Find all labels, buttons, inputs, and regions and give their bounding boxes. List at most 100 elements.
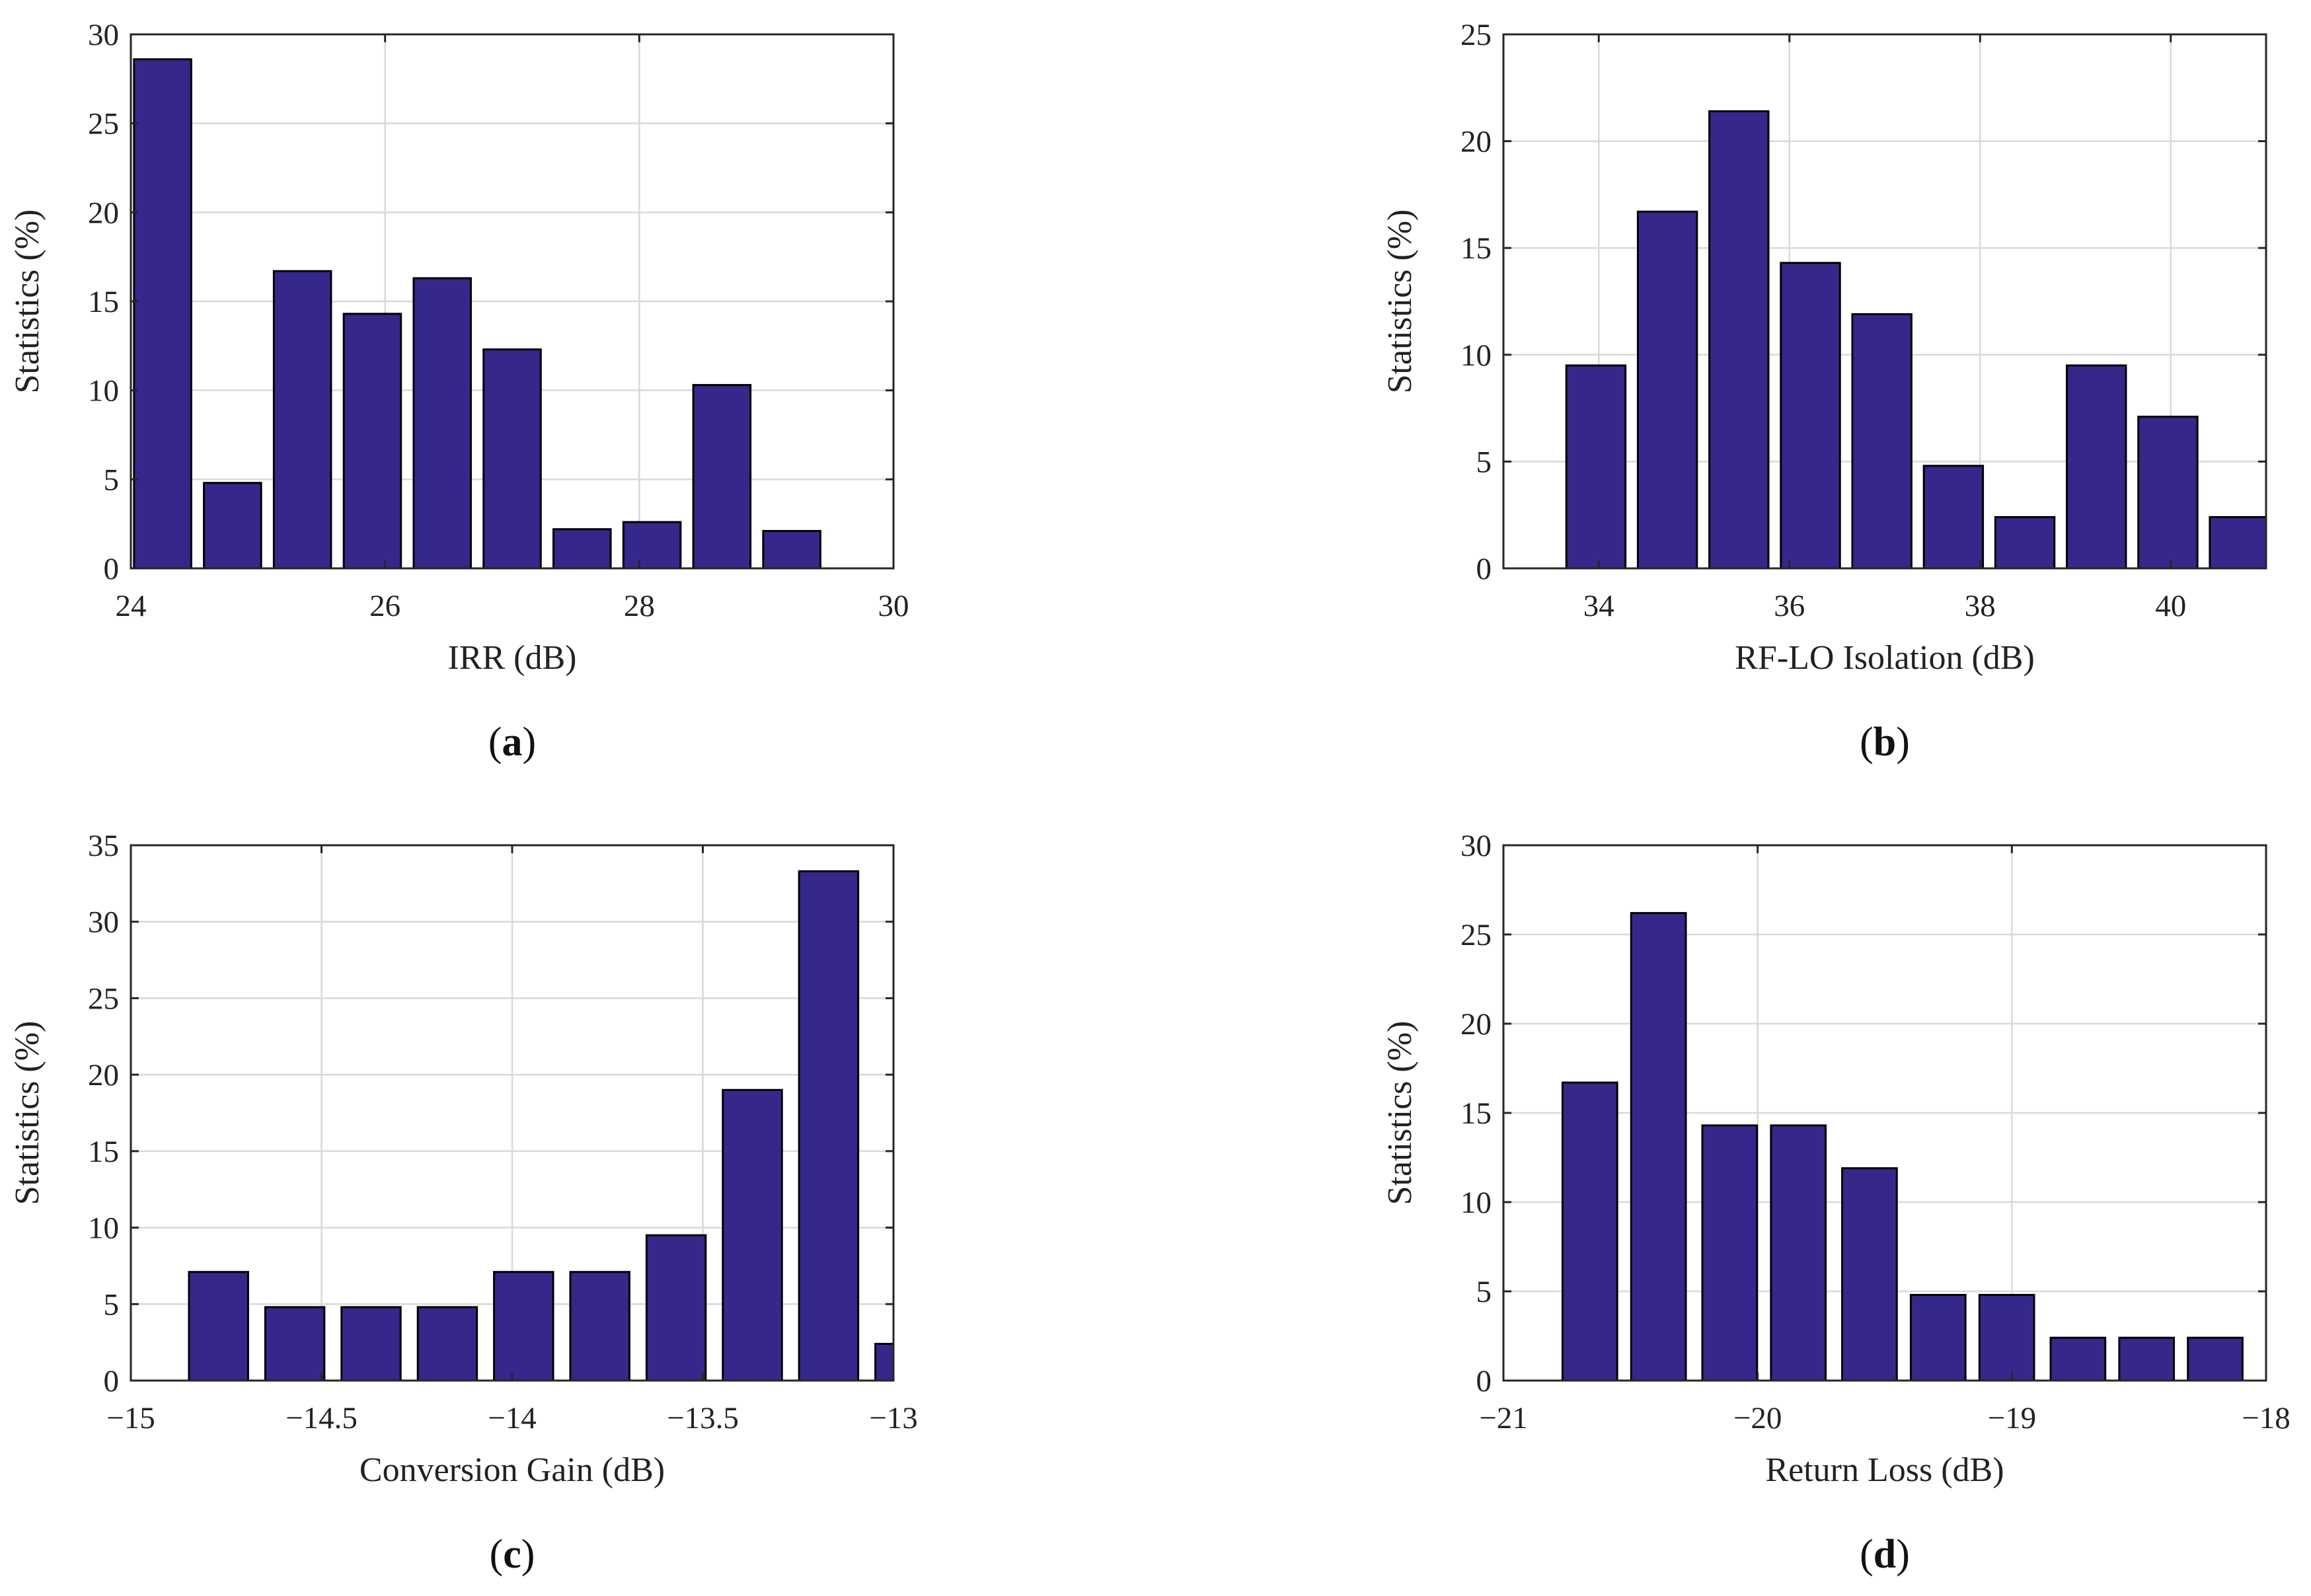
x-tick-label: −19 [1988, 1401, 2037, 1435]
bar [1978, 1293, 2035, 1382]
y-tick-label: 5 [1476, 445, 1492, 479]
bar [569, 1271, 630, 1382]
y-tick-label: 0 [1476, 552, 1492, 586]
bar [1561, 1081, 1618, 1382]
y-tick-label: 30 [88, 905, 119, 940]
y-tick-label: 0 [1476, 1364, 1492, 1398]
panel-label: (b) [1860, 720, 1910, 765]
bar [692, 384, 752, 570]
x-tick-label: −13 [869, 1401, 918, 1435]
y-tick-label: 10 [88, 374, 119, 408]
bar [552, 528, 612, 570]
bar [1708, 110, 1770, 570]
bar [2187, 1336, 2244, 1382]
y-tick-label: 20 [88, 196, 119, 230]
y-tick-label: 20 [88, 1058, 119, 1092]
x-tick-label: −15 [106, 1401, 155, 1435]
x-axis-label: RF-LO Isolation (dB) [1735, 639, 2035, 677]
bar [133, 58, 192, 570]
y-tick-label: 25 [1460, 18, 1492, 52]
bar [1636, 210, 1698, 570]
bar [1909, 1293, 1967, 1382]
x-tick-label: 40 [2155, 589, 2186, 623]
bar [342, 313, 402, 570]
bar [264, 1306, 326, 1382]
y-tick-label: 0 [104, 552, 120, 586]
x-tick-label: 36 [1774, 589, 1805, 623]
x-tick-label: −20 [1733, 1401, 1782, 1435]
bar [482, 348, 542, 570]
y-axis-label: Statistics (%) [1381, 1021, 1419, 1205]
bar [1630, 912, 1687, 1382]
y-tick-label: 10 [1460, 338, 1492, 373]
y-tick-label: 20 [1460, 125, 1492, 159]
y-tick-label: 15 [1460, 1096, 1492, 1131]
bar [622, 521, 682, 570]
bar [416, 1306, 478, 1382]
bar [2137, 416, 2199, 570]
x-tick-label: 26 [369, 589, 400, 623]
y-tick-label: 20 [1460, 1007, 1492, 1042]
y-tick-label: 25 [88, 107, 119, 141]
x-tick-label: −21 [1479, 1401, 1528, 1435]
x-tick-label: −14.5 [285, 1401, 358, 1435]
x-tick-label: 34 [1583, 589, 1614, 623]
chart-panel-c: 0 5 10 15 20 25 30 35 −15 −14.5 −14 −13.5 −13 Conver… [9, 829, 918, 1577]
bar [2049, 1336, 2107, 1382]
bar [203, 482, 262, 570]
y-tick-label: 35 [88, 829, 119, 863]
bar [1770, 1124, 1827, 1382]
chart-panel-d: 0 5 10 15 20 25 30 −21 −20 −19 −18 Return Loss (dB… [1381, 829, 2291, 1577]
x-tick-label: 30 [878, 589, 909, 623]
chart-panel-a: 0 5 10 15 20 25 30 24 26 28 30 IRR (dB) Statistics… [9, 18, 909, 765]
bar [2118, 1336, 2176, 1382]
bar [1701, 1124, 1759, 1382]
bar [340, 1306, 402, 1382]
bar [1780, 262, 1841, 570]
panel-label: (c) [490, 1532, 535, 1577]
x-axis-label: Conversion Gain (dB) [360, 1451, 665, 1489]
y-tick-label: 0 [104, 1364, 120, 1398]
bar [493, 1271, 554, 1382]
x-axis-label: IRR (dB) [448, 639, 577, 677]
bar [2066, 364, 2127, 570]
bar [2209, 515, 2267, 570]
panel-label: (d) [1860, 1532, 1910, 1577]
y-tick-label: 10 [88, 1211, 119, 1246]
x-tick-label: −14 [488, 1401, 537, 1435]
bar [412, 277, 472, 570]
y-axis-label: Statistics (%) [9, 209, 46, 394]
y-tick-label: 10 [1460, 1186, 1492, 1220]
y-tick-label: 15 [88, 285, 119, 319]
bar [798, 870, 860, 1382]
y-tick-label: 5 [1476, 1275, 1492, 1309]
y-tick-label: 15 [88, 1135, 119, 1169]
plot-frame [1502, 33, 2267, 570]
panel-label: (a) [488, 720, 536, 765]
y-tick-label: 25 [88, 981, 119, 1016]
bar [188, 1271, 249, 1382]
bar [722, 1088, 783, 1382]
bar [1841, 1167, 1898, 1382]
bar [1994, 515, 2056, 570]
y-tick-label: 25 [1460, 918, 1492, 952]
bar [645, 1234, 707, 1382]
x-tick-label: 24 [116, 589, 147, 623]
bar [874, 1342, 895, 1382]
y-tick-label: 15 [1460, 231, 1492, 266]
x-tick-label: 28 [624, 589, 655, 623]
bar [1565, 364, 1627, 570]
y-tick-label: 30 [88, 18, 119, 52]
bar [1922, 465, 1985, 570]
bar [272, 270, 332, 570]
y-tick-label: 5 [104, 1287, 120, 1322]
y-axis-label: Statistics (%) [1381, 209, 1419, 394]
x-tick-label: 38 [1965, 589, 1996, 623]
bar [1851, 313, 1913, 570]
y-tick-label: 5 [104, 463, 120, 497]
x-axis-label: Return Loss (dB) [1765, 1451, 2004, 1489]
y-axis-label: Statistics (%) [9, 1021, 46, 1205]
bar [762, 529, 821, 570]
